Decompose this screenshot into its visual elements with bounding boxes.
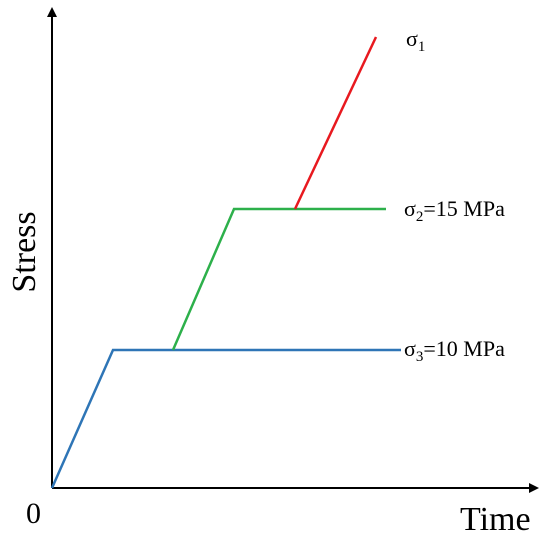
sigma2-loading-path — [171, 207, 386, 351]
sigma3-loading-path — [50, 348, 401, 489]
sigma1-label: σ1 — [406, 26, 425, 55]
sigma2-label: σ2=15 MPa — [404, 196, 505, 225]
sigma3-label: σ3=10 MPa — [404, 336, 505, 365]
origin-label: 0 — [26, 497, 41, 530]
x-axis-label: Time — [460, 501, 531, 538]
sigma1-loading-path — [293, 36, 378, 210]
y-axis-label: Stress — [6, 211, 43, 292]
